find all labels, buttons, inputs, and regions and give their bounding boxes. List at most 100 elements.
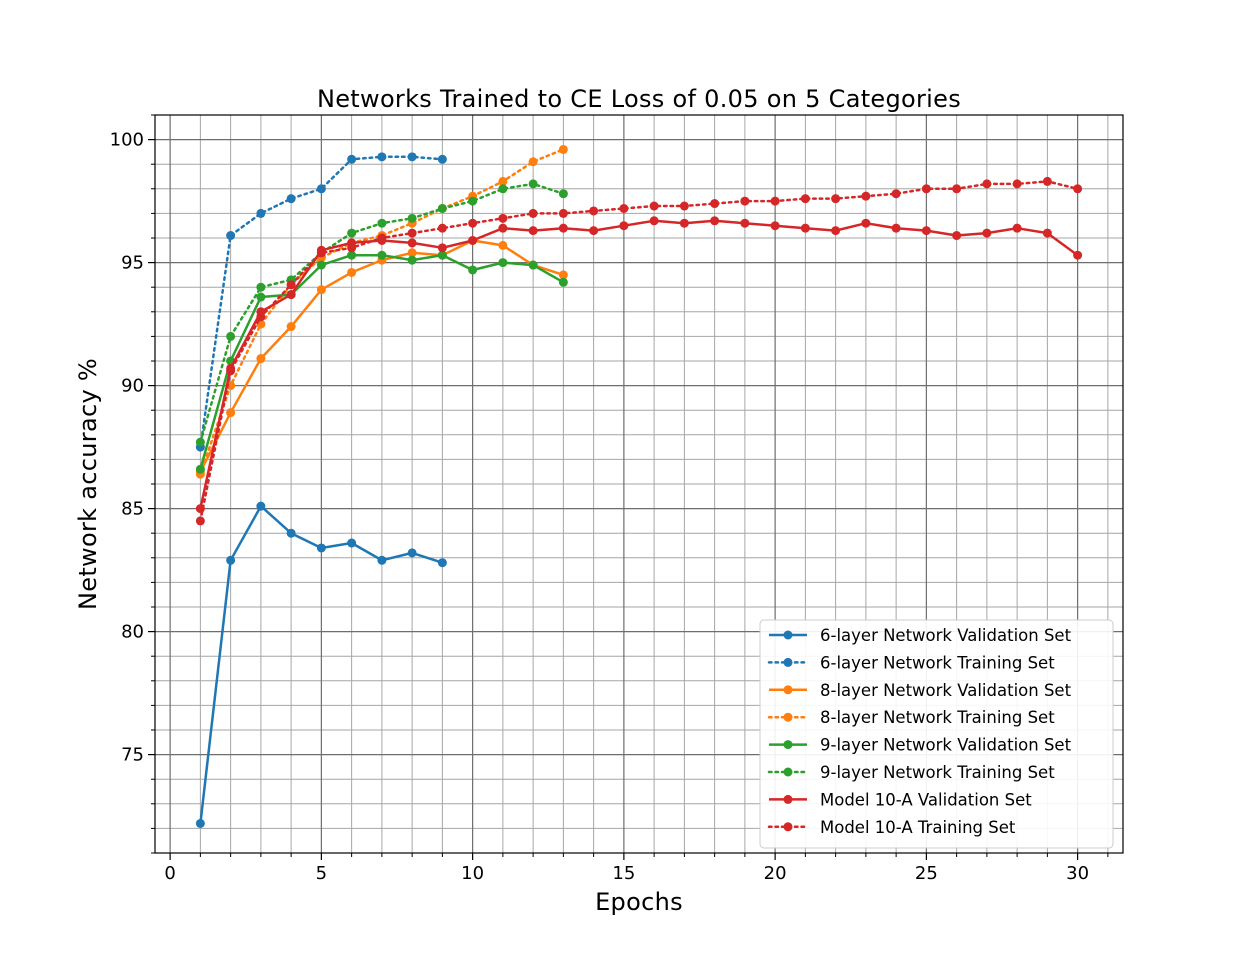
- data-point: [286, 290, 296, 300]
- data-point: [377, 250, 387, 260]
- legend-label: 9-layer Network Validation Set: [820, 736, 1072, 755]
- data-point: [437, 154, 447, 164]
- data-point: [256, 354, 266, 364]
- data-point: [558, 208, 568, 218]
- data-point: [952, 231, 962, 241]
- legend-item: 8-layer Network Training Set: [767, 708, 1055, 727]
- legend-label: 8-layer Network Validation Set: [820, 681, 1072, 700]
- legend-item: 6-layer Network Validation Set: [769, 626, 1072, 645]
- x-tick-label: 30: [1066, 863, 1089, 884]
- data-point: [498, 223, 508, 233]
- data-point: [316, 260, 326, 270]
- data-point: [498, 240, 508, 250]
- legend-swatch-marker: [783, 740, 793, 750]
- data-point: [377, 218, 387, 228]
- data-point: [710, 216, 720, 226]
- data-point: [226, 231, 236, 241]
- data-point: [256, 501, 266, 511]
- data-point: [377, 152, 387, 162]
- data-point: [528, 157, 538, 167]
- series-line: [199, 219, 1079, 509]
- data-point: [256, 312, 266, 322]
- legend-label: 6-layer Network Training Set: [820, 653, 1055, 672]
- y-tick-label: 90: [121, 376, 144, 397]
- data-point: [558, 223, 568, 233]
- data-point: [226, 366, 236, 376]
- legend-label: 6-layer Network Validation Set: [820, 626, 1072, 645]
- series-line: [199, 155, 444, 449]
- data-point: [286, 322, 296, 332]
- legend: 6-layer Network Validation Set 6-layer Ne…: [759, 619, 1114, 849]
- data-point: [347, 538, 357, 548]
- legend-item: Model 10-A Validation Set: [769, 790, 1032, 809]
- data-point: [1042, 228, 1052, 238]
- data-point: [226, 408, 236, 418]
- legend-swatch-marker: [783, 822, 793, 832]
- data-point: [407, 255, 417, 265]
- data-point: [407, 213, 417, 223]
- legend-label: 9-layer Network Training Set: [820, 763, 1055, 782]
- data-point: [437, 223, 447, 233]
- legend-swatch-marker: [783, 794, 793, 804]
- y-tick-label: 75: [121, 745, 144, 766]
- chart-title: Networks Trained to CE Loss of 0.05 on 5…: [317, 85, 961, 113]
- legend-label: Model 10-A Training Set: [820, 818, 1016, 837]
- data-point: [498, 184, 508, 194]
- data-point: [770, 221, 780, 231]
- data-point: [468, 235, 478, 245]
- data-point: [377, 555, 387, 565]
- data-point: [316, 184, 326, 194]
- legend-swatch-marker: [783, 657, 793, 667]
- data-point: [498, 258, 508, 268]
- legend-label: Model 10-A Validation Set: [820, 790, 1032, 809]
- data-point: [437, 243, 447, 253]
- data-point: [498, 176, 508, 186]
- data-point: [498, 213, 508, 223]
- data-point: [619, 221, 629, 231]
- data-point: [982, 179, 992, 189]
- series-2: [195, 152, 447, 452]
- data-point: [891, 189, 901, 199]
- data-point: [558, 277, 568, 287]
- x-tick-label: 0: [164, 863, 175, 884]
- data-point: [770, 196, 780, 206]
- data-point: [226, 331, 236, 341]
- data-point: [649, 201, 659, 211]
- y-axis-label: Network accuracy %: [74, 358, 102, 610]
- data-point: [558, 270, 568, 280]
- data-point: [619, 203, 629, 213]
- data-point: [195, 818, 205, 828]
- legend-item: 9-layer Network Validation Set: [769, 736, 1072, 755]
- data-point: [740, 196, 750, 206]
- legend-swatch-marker: [783, 767, 793, 777]
- data-point: [437, 250, 447, 260]
- legend-label: 8-layer Network Training Set: [820, 708, 1055, 727]
- legend-swatch-marker: [783, 712, 793, 722]
- data-point: [437, 203, 447, 213]
- data-point: [800, 223, 810, 233]
- data-point: [891, 223, 901, 233]
- data-point: [316, 285, 326, 295]
- data-point: [407, 248, 417, 258]
- data-point: [921, 184, 931, 194]
- data-point: [528, 179, 538, 189]
- plot-series: [195, 144, 1083, 828]
- data-point: [679, 201, 689, 211]
- data-point: [316, 248, 326, 258]
- x-tick-label: 15: [612, 863, 635, 884]
- series-8: [195, 176, 1083, 526]
- data-point: [800, 194, 810, 204]
- data-point: [982, 228, 992, 238]
- data-point: [468, 196, 478, 206]
- data-point: [1042, 176, 1052, 186]
- data-point: [195, 437, 205, 447]
- data-point: [377, 233, 387, 243]
- data-point: [679, 218, 689, 228]
- data-point: [589, 206, 599, 216]
- data-point: [831, 194, 841, 204]
- y-tick-label: 100: [110, 130, 144, 151]
- data-point: [558, 144, 568, 154]
- data-point: [589, 226, 599, 236]
- legend-swatch-marker: [783, 630, 793, 640]
